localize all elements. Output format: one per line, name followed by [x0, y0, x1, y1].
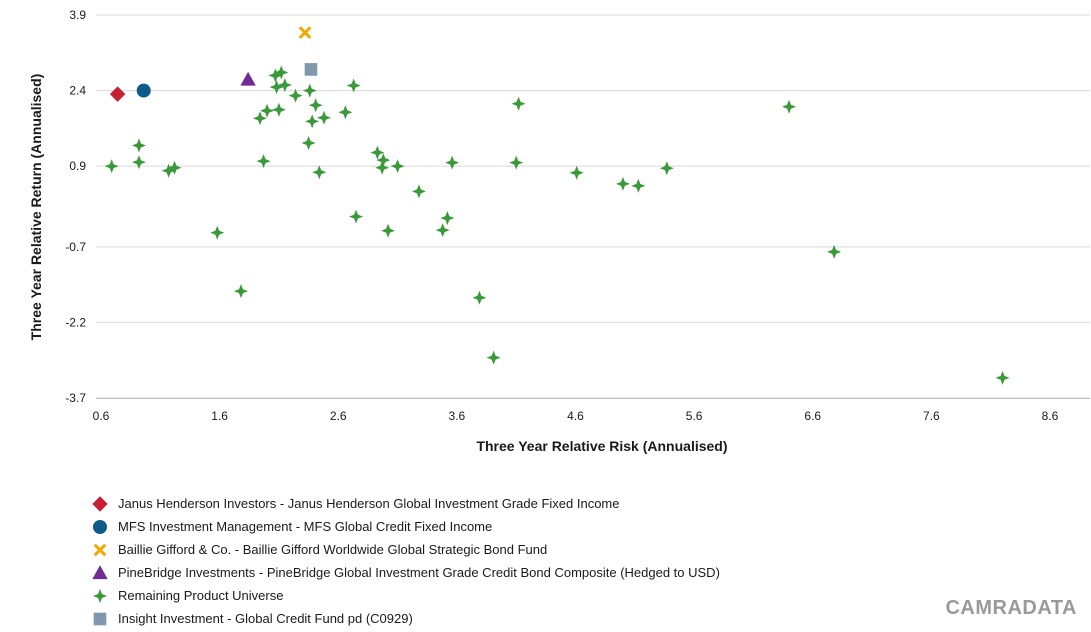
legend-symbol — [93, 612, 107, 625]
legend-symbol — [92, 564, 108, 579]
data-point-star4 — [271, 102, 286, 117]
data-point-star4 — [268, 68, 283, 83]
legend-item: Insight Investment - Global Credit Fund … — [92, 607, 720, 630]
data-point-star4 — [782, 99, 797, 114]
y-tick-label: -2.2 — [65, 315, 86, 329]
data-point-star4 — [305, 114, 320, 129]
legend-symbol — [93, 543, 107, 556]
data-points — [104, 26, 1010, 385]
legend-marker-diamond — [92, 495, 108, 512]
data-point-star4 — [349, 209, 364, 224]
data-point-star4 — [252, 111, 267, 126]
data-point-star4 — [256, 154, 271, 169]
data-point-star4 — [317, 110, 332, 125]
data-point-triangle — [240, 71, 256, 86]
x-tick-label: 2.6 — [330, 409, 347, 423]
legend-marker-circle — [93, 519, 107, 534]
data-point-star4 — [302, 83, 317, 98]
legend-item: MFS Investment Management - MFS Global C… — [92, 515, 720, 538]
brand-logo: CAMRADATA — [945, 597, 1077, 619]
legend-item: Baillie Gifford & Co. - Baillie Gifford … — [92, 538, 720, 561]
legend-item: PineBridge Investments - PineBridge Glob… — [92, 561, 720, 584]
legend-label: Baillie Gifford & Co. - Baillie Gifford … — [118, 542, 548, 557]
scatter-chart: 3.9 2.4 0.9 -0.7 -2.2 -3.7 0.6 1.6 2.6 3.6 4.6 5.6… — [28, 8, 1090, 454]
data-point-star4 — [288, 88, 303, 103]
data-point-star4 — [131, 138, 146, 153]
data-point-star4 — [260, 103, 275, 118]
data-point-square — [304, 63, 318, 76]
data-point-star4 — [301, 136, 316, 151]
x-axis-ticks: 0.6 1.6 2.6 3.6 4.6 5.6 6.6 7.6 8.6 — [93, 409, 1059, 423]
data-point-star4 — [435, 223, 450, 238]
legend-label: Janus Henderson Investors - Janus Hender… — [118, 496, 620, 511]
data-point-star4 — [308, 98, 323, 113]
legend-marker-triangle — [92, 564, 108, 579]
data-point-star4 — [274, 65, 289, 80]
data-point-star4 — [269, 80, 284, 95]
data-point-x — [298, 26, 312, 40]
x-tick-label: 1.6 — [211, 409, 228, 423]
chart-legend: Janus Henderson Investors - Janus Hender… — [92, 492, 720, 630]
x-tick-label: 7.6 — [923, 409, 940, 423]
x-tick-label: 8.6 — [1042, 409, 1059, 423]
legend-item: Remaining Product Universe — [92, 584, 720, 607]
x-tick-label: 5.6 — [686, 409, 703, 423]
data-point-star4 — [370, 145, 385, 160]
data-point-star4 — [277, 78, 292, 93]
legend-marker-x — [93, 543, 107, 556]
data-point-star4 — [569, 165, 584, 180]
data-point-star4 — [104, 159, 119, 174]
data-point-star4 — [631, 178, 646, 193]
y-axis-title: Three Year Relative Return (Annualised) — [28, 74, 44, 341]
x-axis-title: Three Year Relative Risk (Annualised) — [476, 438, 727, 454]
data-point-star4 — [381, 223, 396, 238]
x-tick-label: 3.6 — [449, 409, 466, 423]
data-point-star4 — [411, 184, 426, 199]
gridlines — [96, 14, 1090, 399]
data-point-star4 — [312, 165, 327, 180]
data-point-star4 — [375, 160, 390, 175]
data-point-star4 — [161, 163, 176, 178]
data-point-star4 — [995, 370, 1010, 385]
data-point-star4 — [486, 350, 501, 365]
data-point-diamond — [109, 86, 126, 102]
data-point-star4 — [338, 105, 353, 120]
y-axis-ticks: 3.9 2.4 0.9 -0.7 -2.2 -3.7 — [65, 8, 86, 405]
data-point-circle — [136, 83, 151, 98]
y-tick-label: 0.9 — [69, 159, 86, 173]
data-point-star4 — [659, 161, 674, 176]
data-point-star4 — [233, 284, 248, 299]
x-tick-label: 6.6 — [804, 409, 821, 423]
legend-label: MFS Investment Management - MFS Global C… — [118, 519, 493, 534]
legend-marker-square — [93, 612, 107, 625]
data-point-star4 — [827, 244, 842, 259]
data-point-star4 — [376, 153, 391, 168]
data-point-star4 — [167, 160, 182, 175]
legend-symbol — [92, 495, 108, 512]
legend-label: PineBridge Investments - PineBridge Glob… — [118, 565, 720, 580]
y-tick-label: -0.7 — [65, 240, 86, 254]
data-point-star4 — [131, 155, 146, 170]
data-point-star4 — [210, 225, 225, 240]
data-point-star4 — [346, 78, 361, 93]
data-point-star4 — [509, 155, 524, 170]
data-point-star4 — [445, 155, 460, 170]
y-tick-label: 2.4 — [69, 84, 86, 98]
data-point-star4 — [615, 176, 630, 191]
legend-symbol — [93, 588, 107, 603]
legend-symbol — [93, 519, 107, 534]
x-tick-label: 4.6 — [567, 409, 584, 423]
x-tick-label: 0.6 — [93, 409, 110, 423]
legend-marker-star4 — [93, 588, 107, 603]
y-tick-label: -3.7 — [65, 391, 86, 405]
legend-label: Insight Investment - Global Credit Fund … — [118, 611, 413, 626]
data-point-star4 — [390, 159, 405, 174]
legend-item: Janus Henderson Investors - Janus Hender… — [92, 492, 720, 515]
data-point-star4 — [511, 96, 526, 111]
data-point-star4 — [472, 290, 487, 305]
data-point-star4 — [440, 211, 455, 226]
legend-label: Remaining Product Universe — [118, 588, 284, 603]
y-tick-label: 3.9 — [69, 8, 86, 22]
